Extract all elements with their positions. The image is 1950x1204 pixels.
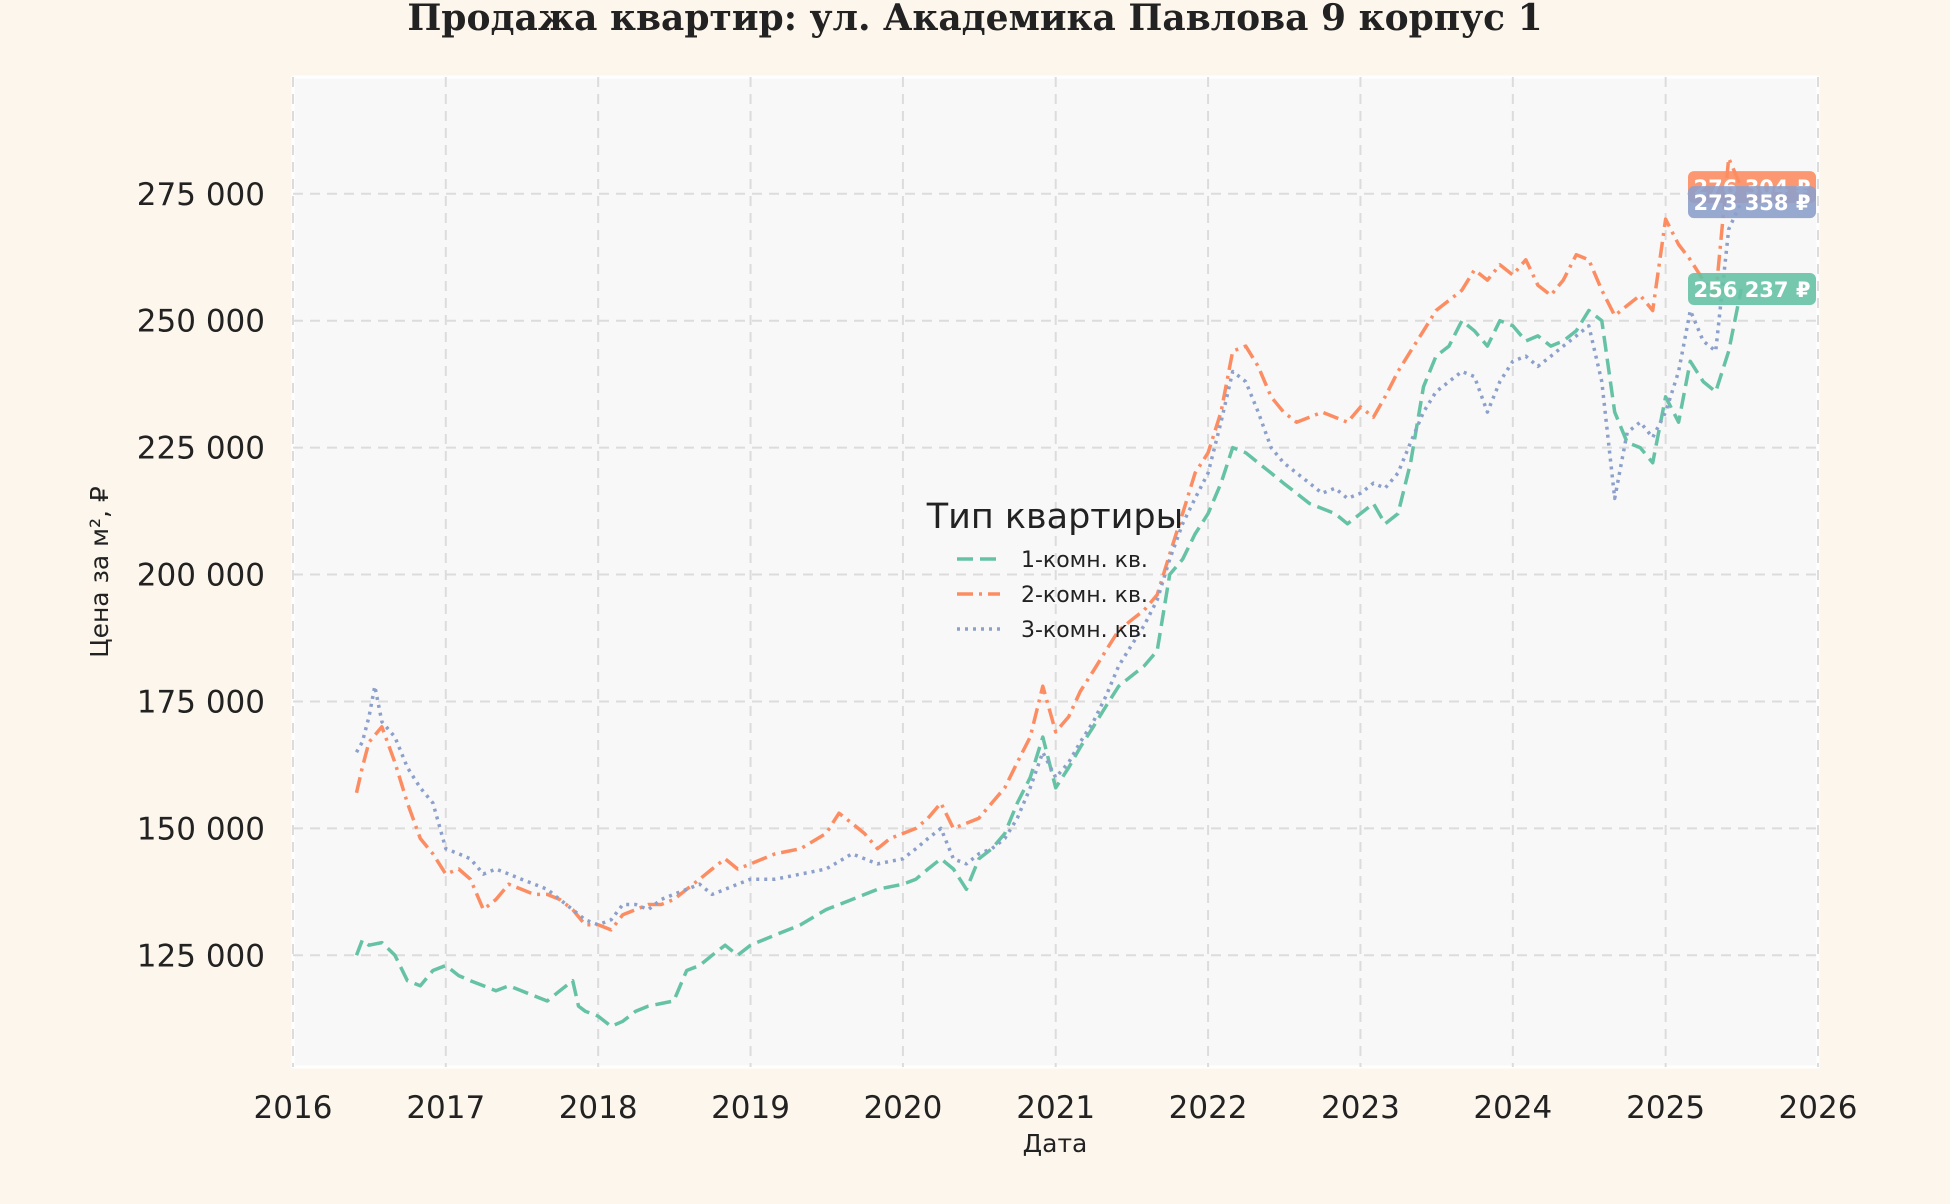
y-axis-label: Цена за м², ₽ [85, 486, 114, 658]
end-label-box [1688, 186, 1816, 219]
y-tick-label: 200 000 [137, 558, 265, 594]
x-tick-label: 2026 [1779, 1090, 1858, 1126]
y-tick-label: 225 000 [137, 431, 265, 467]
legend-items: 1-комн. кв. 2-комн. кв. 3-комн. кв. [957, 548, 1148, 643]
x-tick-label: 2022 [1169, 1090, 1248, 1126]
legend-entry: 2-комн. кв. [1021, 583, 1148, 608]
chart-title: Продажа квартир: ул. Академика Павлова 9… [407, 0, 1542, 39]
y-tick-label: 125 000 [137, 938, 265, 974]
x-tick-label: 2025 [1626, 1090, 1705, 1126]
x-tick-label: 2016 [254, 1090, 333, 1126]
x-tick-label: 2020 [863, 1090, 942, 1126]
end-label-text: 256 237 ₽ [1694, 278, 1811, 302]
end-label-box [1688, 273, 1816, 306]
x-tick-label: 2024 [1473, 1090, 1552, 1126]
y-tick-label: 275 000 [137, 177, 265, 213]
series-line-2 [354, 156, 1743, 932]
series-line-1 [354, 288, 1743, 1029]
end-labels: 276 304 ₽273 358 ₽256 237 ₽ [1688, 171, 1816, 306]
x-axis-label: Дата [1023, 1129, 1088, 1158]
y-tick-label: 150 000 [137, 811, 265, 847]
y-tick-label: 250 000 [137, 304, 265, 340]
x-axis-ticks: 2016 2017 2018 2019 2020 2021 2022 2023 2024 2025… [254, 1090, 1858, 1126]
x-tick-label: 2018 [559, 1090, 638, 1126]
legend: Тип квартиры 1-комн. кв. 2-комн. кв. 3-ком… [926, 497, 1184, 643]
x-tick-label: 2023 [1321, 1090, 1400, 1126]
series-line-3 [354, 201, 1743, 927]
x-tick-label: 2019 [711, 1090, 790, 1126]
x-tick-label: 2017 [406, 1090, 485, 1126]
y-axis-ticks: 125 000 150 000 175 000 200 000 225 000 250 0… [137, 177, 265, 975]
legend-entry: 3-комн. кв. [1021, 618, 1148, 643]
legend-title: Тип квартиры [926, 497, 1184, 537]
series-lines [354, 156, 1743, 1029]
legend-entry: 1-комн. кв. [1021, 548, 1148, 573]
x-tick-label: 2021 [1016, 1090, 1095, 1126]
y-tick-label: 175 000 [137, 684, 265, 720]
end-label-text: 273 358 ₽ [1694, 191, 1811, 215]
grid-lines [292, 77, 1819, 1067]
